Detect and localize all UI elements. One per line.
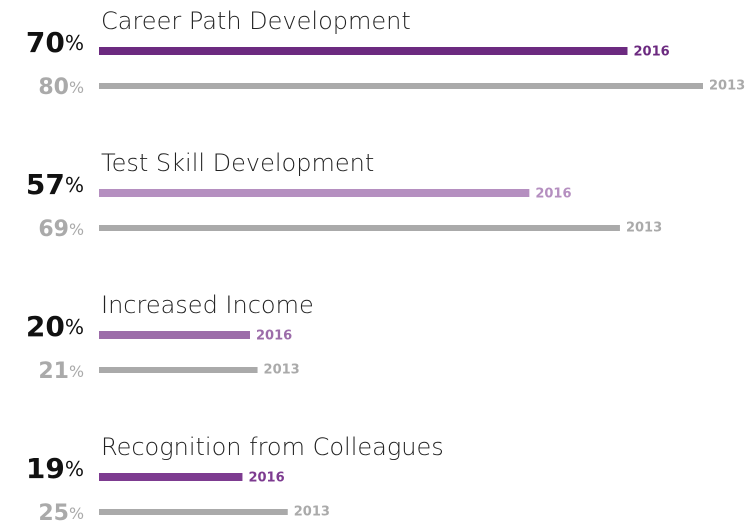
legend-label: 2016 <box>256 329 292 344</box>
bar <box>99 509 288 515</box>
category-title: Recognition from Colleagues <box>101 433 444 461</box>
legend-label: 2013 <box>709 79 745 94</box>
category-title: Test Skill Development <box>101 149 374 177</box>
bar <box>99 473 243 481</box>
value-label: 57% <box>26 168 84 201</box>
category-title: Career Path Development <box>101 7 411 35</box>
bar <box>99 367 258 373</box>
legend-label: 2013 <box>264 363 300 378</box>
value-label: 19% <box>26 452 84 485</box>
bar <box>99 225 620 231</box>
bar <box>99 189 530 197</box>
value-label: 25% <box>38 501 84 522</box>
value-label: 21% <box>38 359 84 384</box>
legend-label: 2013 <box>294 505 330 520</box>
bar <box>99 47 628 55</box>
value-label: 20% <box>26 310 84 343</box>
bar <box>99 83 703 89</box>
value-label: 70% <box>26 26 84 59</box>
legend-label: 2016 <box>634 45 670 60</box>
bar <box>99 331 250 339</box>
legend-label: 2016 <box>535 187 571 202</box>
value-label: 80% <box>38 75 84 100</box>
value-label: 69% <box>38 217 84 242</box>
legend-label: 2016 <box>248 471 284 486</box>
category-title: Increased Income <box>101 291 314 319</box>
legend-label: 2013 <box>626 221 662 236</box>
